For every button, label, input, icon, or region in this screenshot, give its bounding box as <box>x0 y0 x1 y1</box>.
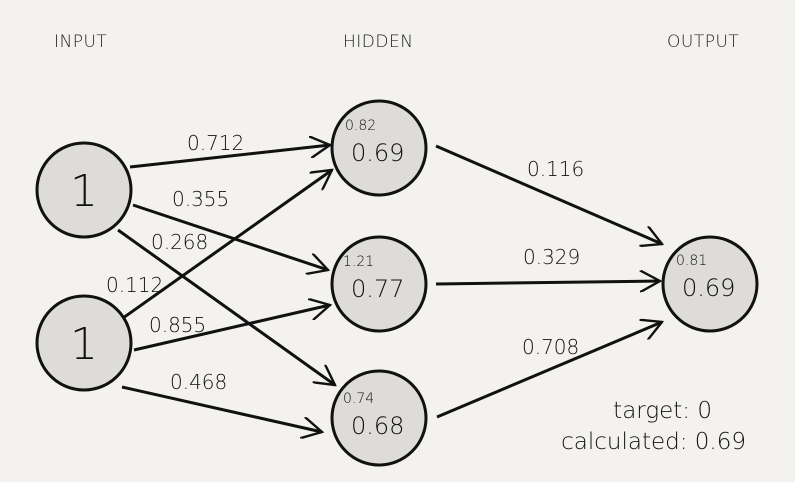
hidden-node-1-net: 0.82 <box>345 118 376 134</box>
hidden-node-1-out: 0.69 <box>351 139 404 167</box>
edge-h1-o <box>435 144 662 244</box>
weight-label-i2-h1: 0.112 <box>106 273 163 297</box>
edge-h2-o <box>435 281 660 284</box>
hidden-node-3: 0.74 0.68 <box>330 369 428 467</box>
hidden-node-3-out: 0.68 <box>351 412 404 440</box>
weight-label-i1-h3: 0.268 <box>151 230 208 254</box>
hidden-node-2: 1.21 0.77 <box>330 235 428 333</box>
output-node-out: 0.69 <box>682 274 735 302</box>
weight-label-h3-o: 0.708 <box>522 335 579 359</box>
output-header: OUTPUT <box>667 32 739 52</box>
weight-label-h2-o: 0.329 <box>523 245 580 269</box>
input-header: INPUT <box>54 32 107 52</box>
edge-i2-h1 <box>122 170 332 320</box>
input-node-2-value: 1 <box>70 319 98 370</box>
target-label: target: 0 <box>613 398 712 424</box>
input-node-2: 1 <box>35 294 133 392</box>
output-node-net: 0.81 <box>676 253 707 269</box>
weight-label-i1-h1: 0.712 <box>187 131 244 155</box>
weight-label-i1-h2: 0.355 <box>172 187 229 211</box>
edge-i1-h3 <box>117 228 335 385</box>
input-node-1: 1 <box>35 141 133 239</box>
hidden-node-2-out: 0.77 <box>351 275 404 303</box>
calculated-label: calculated: 0.69 <box>561 429 746 455</box>
weight-label-h1-o: 0.116 <box>527 157 584 181</box>
hidden-header: HIDDEN <box>343 32 413 52</box>
edge-i1-h1 <box>129 145 330 169</box>
edge-i1-h2 <box>132 203 328 270</box>
output-node: 0.81 0.69 <box>661 235 759 333</box>
edge-i2-h3 <box>121 385 322 432</box>
hidden-node-1: 0.82 0.69 <box>330 99 428 197</box>
weight-label-i2-h2: 0.855 <box>149 313 206 337</box>
edge-i2-h2 <box>133 305 330 352</box>
hidden-node-2-net: 1.21 <box>343 254 374 270</box>
hidden-node-3-net: 0.74 <box>343 391 374 407</box>
input-node-1-value: 1 <box>70 166 98 217</box>
weight-label-i2-h3: 0.468 <box>170 370 227 394</box>
edge-h3-o <box>436 322 662 419</box>
